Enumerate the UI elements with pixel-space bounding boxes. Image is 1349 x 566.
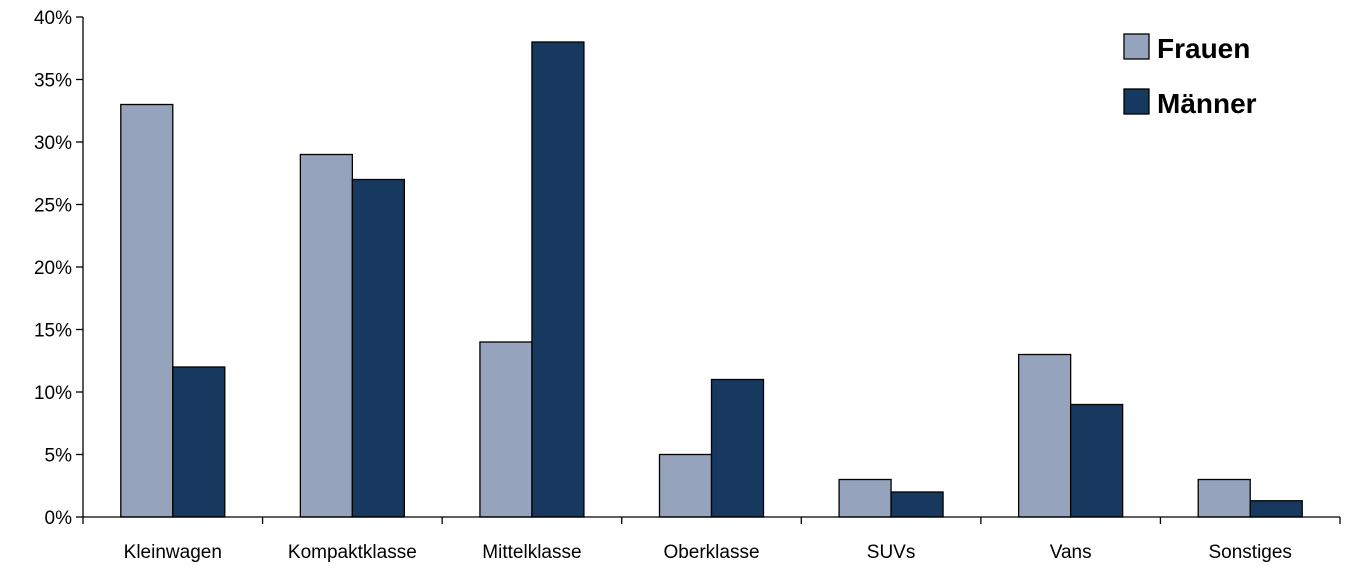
y-tick-label-35: 35%: [34, 71, 72, 92]
x-tick-label-sonstiges: Sonstiges: [1208, 542, 1291, 563]
y-tick-label-30: 30%: [34, 133, 72, 154]
bar-manner-kleinwagen: [172, 366, 226, 518]
bar-manner-vans: [1069, 403, 1124, 518]
legend-swatch-manner: [1123, 88, 1150, 115]
axes-layer: 0% 5% 10% 15% 20% 25% 30% 35% 40% Kleinwagen Kompa…: [34, 8, 1341, 563]
bars-layer: [120, 41, 1303, 518]
bar-frauen-vans: [1017, 353, 1072, 518]
x-tick-label-kompaktklasse: Kompaktklasse: [288, 542, 417, 563]
y-tick-label-15: 15%: [34, 321, 72, 342]
bar-manner-suvs: [890, 491, 944, 518]
legend-label-frauen: Frauen: [1157, 33, 1250, 64]
bar-manner-kompaktklasse: [351, 178, 406, 518]
bar-frauen-mittelklasse: [479, 341, 533, 518]
x-tick-label-kleinwagen: Kleinwagen: [124, 542, 222, 563]
legend-label-manner: Männer: [1157, 88, 1257, 119]
bar-frauen-oberklasse: [658, 453, 713, 518]
bar-frauen-suvs: [838, 478, 892, 518]
bar-frauen-sonstiges: [1197, 478, 1251, 518]
y-tick-label-0: 0%: [45, 508, 73, 529]
x-tick-label-suvs: SUVs: [867, 542, 916, 563]
y-tick-label-10: 10%: [34, 383, 72, 404]
y-tick-label-40: 40%: [34, 8, 72, 29]
bar-frauen-kleinwagen: [120, 103, 174, 518]
x-tick-label-oberklasse: Oberklasse: [663, 542, 759, 563]
y-tick-label-5: 5%: [45, 446, 73, 467]
y-tick-label-25: 25%: [34, 196, 72, 217]
bar-manner-sonstiges: [1249, 500, 1303, 518]
bar-manner-mittelklasse: [531, 41, 585, 518]
bar-manner-oberklasse: [710, 378, 765, 518]
legend: Frauen Männer: [1123, 33, 1257, 119]
y-tick-label-20: 20%: [34, 258, 72, 279]
bar-frauen-kompaktklasse: [299, 153, 354, 518]
legend-swatch-frauen: [1123, 33, 1150, 60]
x-tick-label-vans: Vans: [1050, 542, 1092, 563]
x-tick-label-mittelklasse: Mittelklasse: [482, 542, 581, 563]
